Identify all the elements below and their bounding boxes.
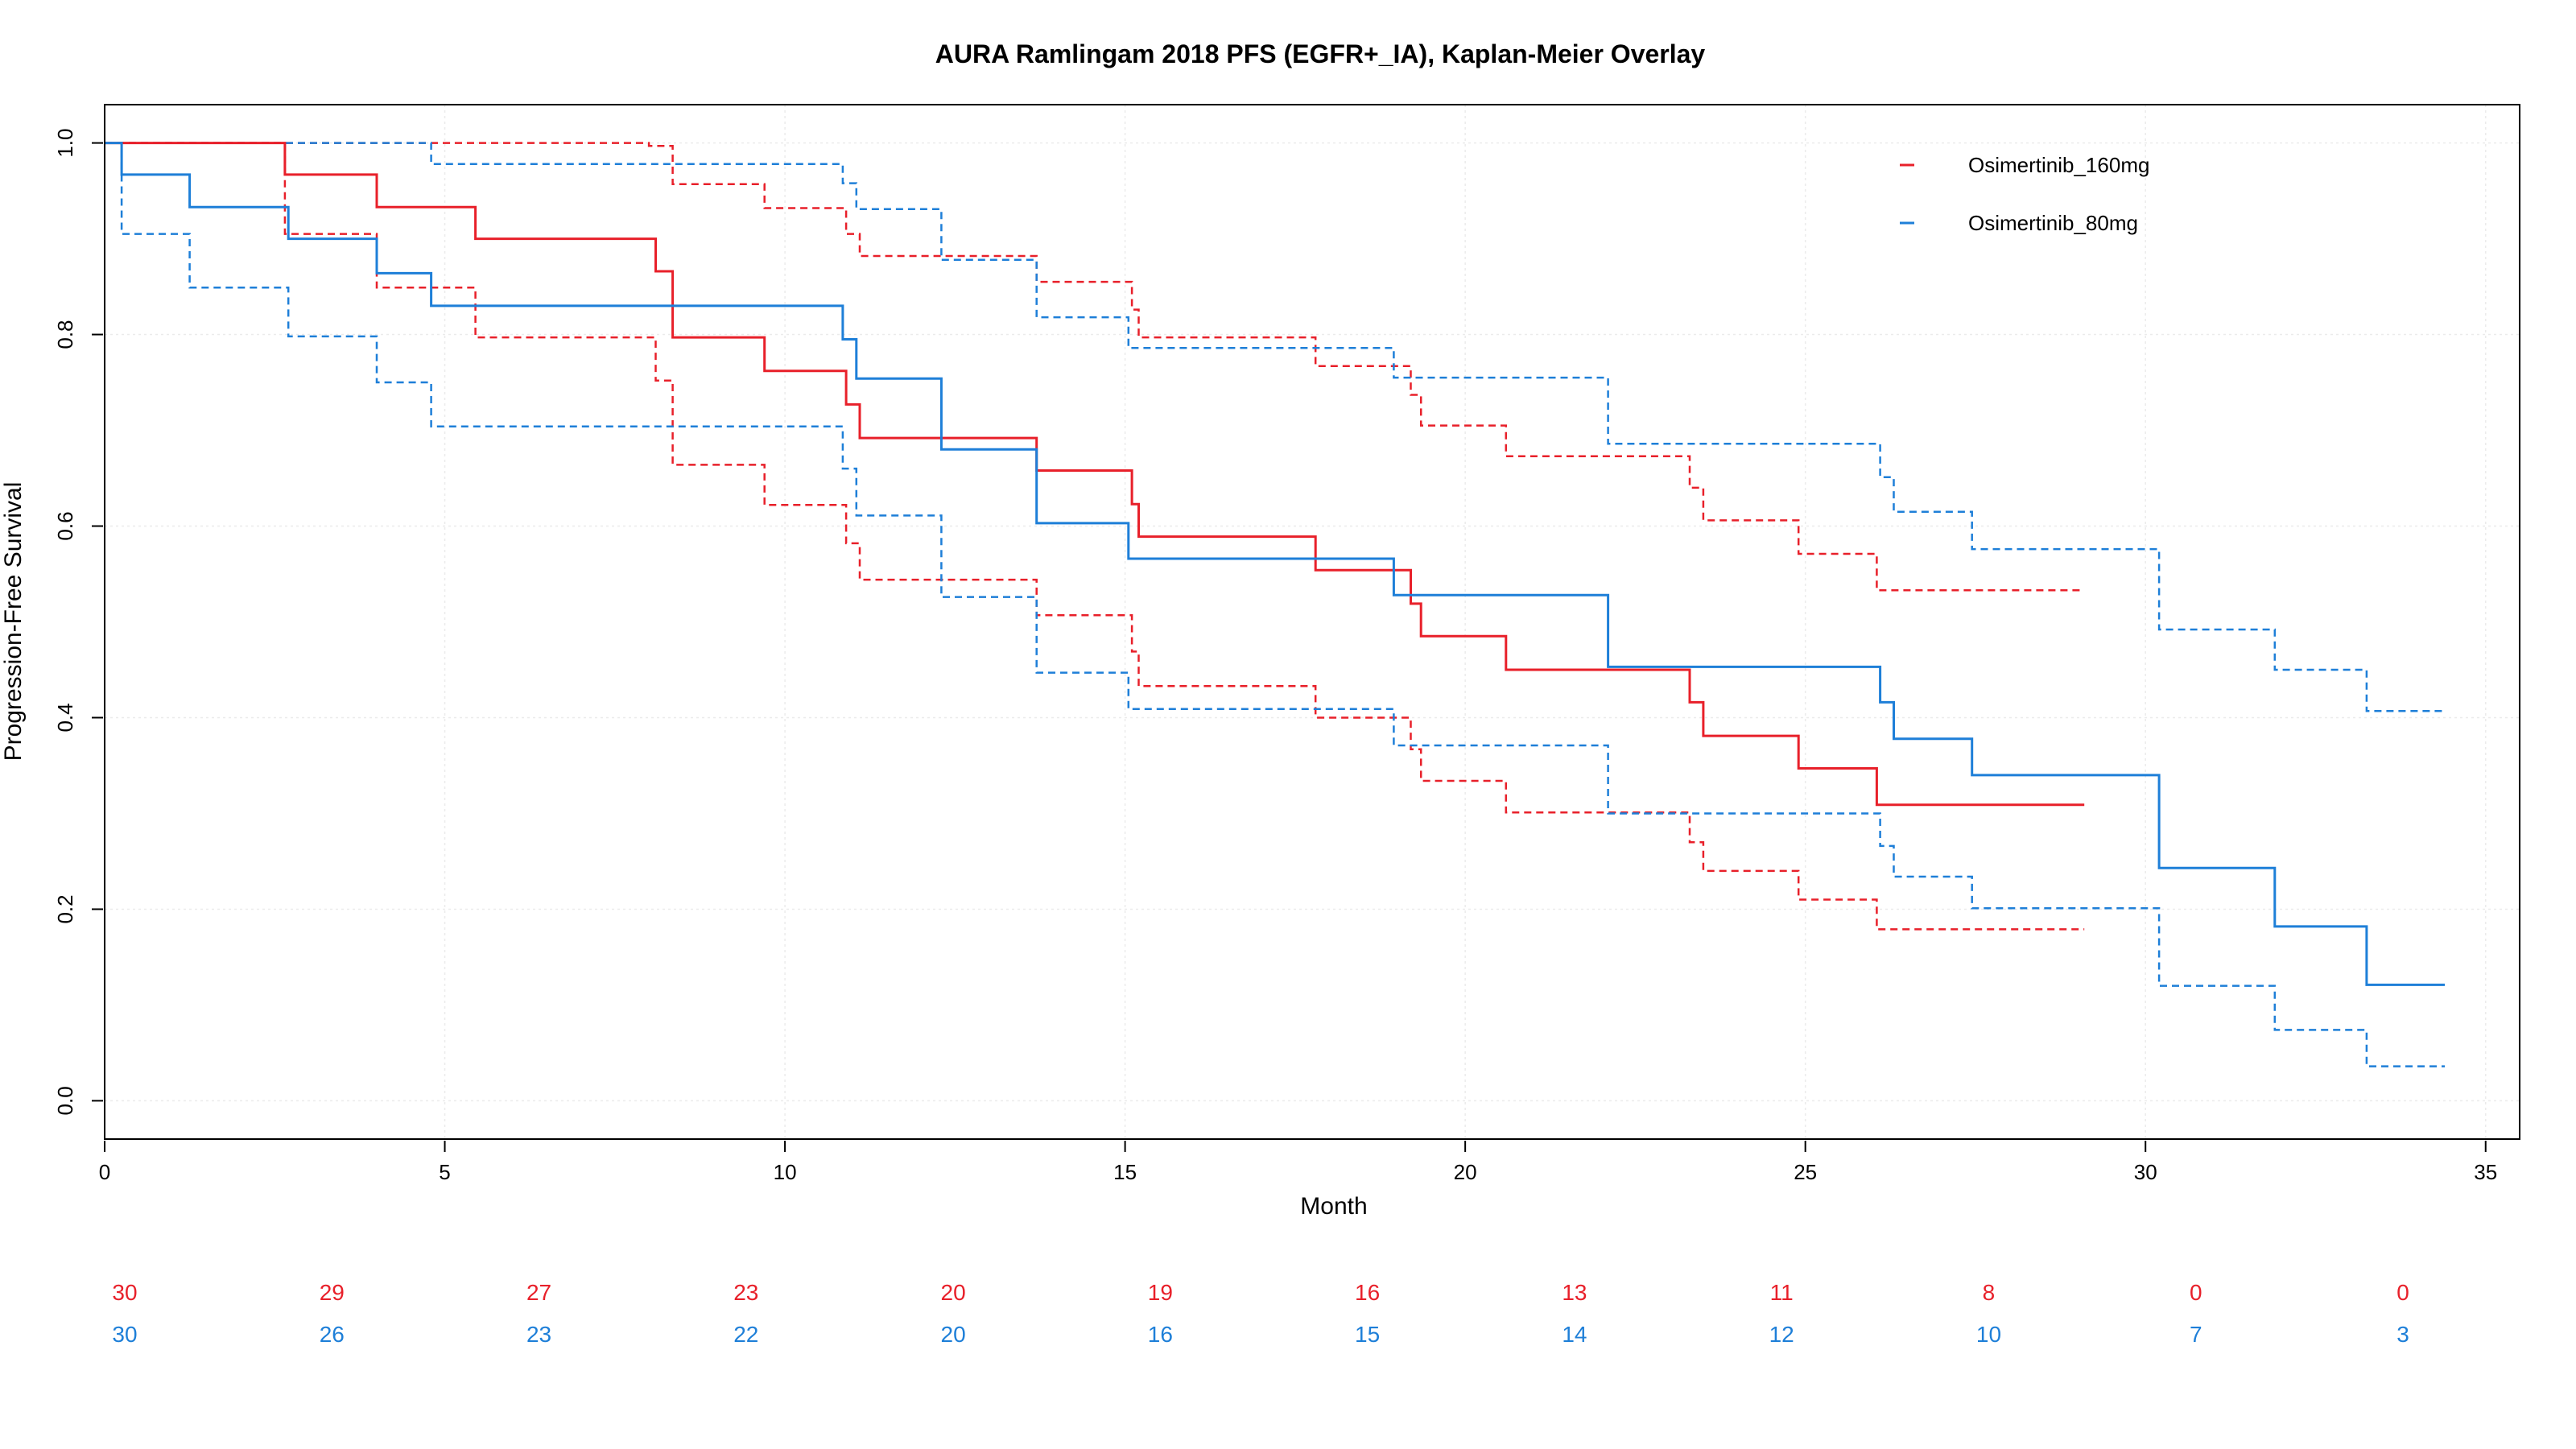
risk-count: 16 bbox=[1355, 1280, 1380, 1305]
risk-count: 22 bbox=[733, 1322, 758, 1347]
risk-count: 11 bbox=[1770, 1280, 1794, 1305]
risk-table: 30 29 27 23 20 19 16 13 11 8 0 0 30 26 23 22 20 16 15 14 12 1… bbox=[112, 1280, 2409, 1347]
risk-count: 29 bbox=[320, 1280, 345, 1305]
km-curve-osimertinib-160mg bbox=[105, 142, 2085, 807]
risk-count: 20 bbox=[941, 1280, 966, 1305]
confidence-bands bbox=[105, 142, 2445, 1067]
legend: Osimertinib_160mg Osimertinib_80mg bbox=[1900, 153, 2149, 235]
x-tick-label: 30 bbox=[2134, 1160, 2157, 1184]
risk-count: 30 bbox=[112, 1280, 137, 1305]
y-tick-label: 0.0 bbox=[53, 1086, 77, 1115]
ci-upper-osimertinib-80mg bbox=[105, 142, 2445, 712]
x-tick-label: 10 bbox=[774, 1160, 797, 1184]
risk-count: 26 bbox=[320, 1322, 345, 1347]
risk-count: 7 bbox=[2190, 1322, 2202, 1347]
y-tick-label: 0.4 bbox=[53, 703, 77, 732]
ci-upper-osimertinib-160mg bbox=[105, 142, 2085, 592]
y-tick-label: 0.2 bbox=[53, 894, 77, 923]
x-tick-label: 20 bbox=[1454, 1160, 1477, 1184]
risk-count: 27 bbox=[526, 1280, 551, 1305]
plot-frame bbox=[104, 104, 2520, 1140]
risk-count: 0 bbox=[2190, 1280, 2202, 1305]
risk-count: 8 bbox=[1983, 1280, 1996, 1305]
risk-count: 23 bbox=[526, 1322, 551, 1347]
risk-count: 10 bbox=[1976, 1322, 2001, 1347]
y-tick-label: 1.0 bbox=[53, 129, 77, 158]
x-axis-label: Month bbox=[1300, 1193, 1367, 1220]
y-axis-label: Progression-Free Survival bbox=[0, 482, 27, 762]
legend-label-osimertinib-160mg: Osimertinib_160mg bbox=[1968, 153, 2149, 177]
grid-lines bbox=[104, 105, 2520, 1139]
risk-count: 14 bbox=[1562, 1322, 1587, 1347]
y-tick-label: 0.6 bbox=[53, 511, 77, 540]
ci-lower-osimertinib-80mg bbox=[105, 142, 2445, 1067]
survival-curves bbox=[105, 142, 2445, 986]
x-tick-label: 35 bbox=[2474, 1160, 2497, 1184]
x-tick-label: 0 bbox=[99, 1160, 110, 1184]
x-tick-label: 25 bbox=[1794, 1160, 1817, 1184]
km-curve-osimertinib-80mg bbox=[105, 142, 2445, 986]
risk-count: 12 bbox=[1769, 1322, 1794, 1347]
risk-count: 3 bbox=[2396, 1322, 2409, 1347]
y-tick-label: 0.8 bbox=[53, 320, 77, 349]
risk-count: 16 bbox=[1148, 1322, 1173, 1347]
x-axis: 0 5 10 15 20 25 30 35 bbox=[99, 1141, 2497, 1184]
risk-count: 30 bbox=[112, 1322, 137, 1347]
risk-count: 0 bbox=[2396, 1280, 2409, 1305]
legend-label-osimertinib-80mg: Osimertinib_80mg bbox=[1968, 211, 2138, 235]
risk-count: 13 bbox=[1562, 1280, 1587, 1305]
risk-count: 15 bbox=[1355, 1322, 1380, 1347]
ci-lower-osimertinib-160mg bbox=[105, 142, 2085, 931]
y-axis: 0.0 0.2 0.4 0.6 0.8 1.0 bbox=[53, 129, 103, 1115]
chart-title: AURA Ramlingam 2018 PFS (EGFR+_IA), Kapl… bbox=[935, 39, 1706, 68]
x-tick-label: 15 bbox=[1113, 1160, 1137, 1184]
x-tick-label: 5 bbox=[439, 1160, 450, 1184]
risk-count: 23 bbox=[733, 1280, 758, 1305]
risk-count: 19 bbox=[1148, 1280, 1173, 1305]
risk-count: 20 bbox=[941, 1322, 966, 1347]
